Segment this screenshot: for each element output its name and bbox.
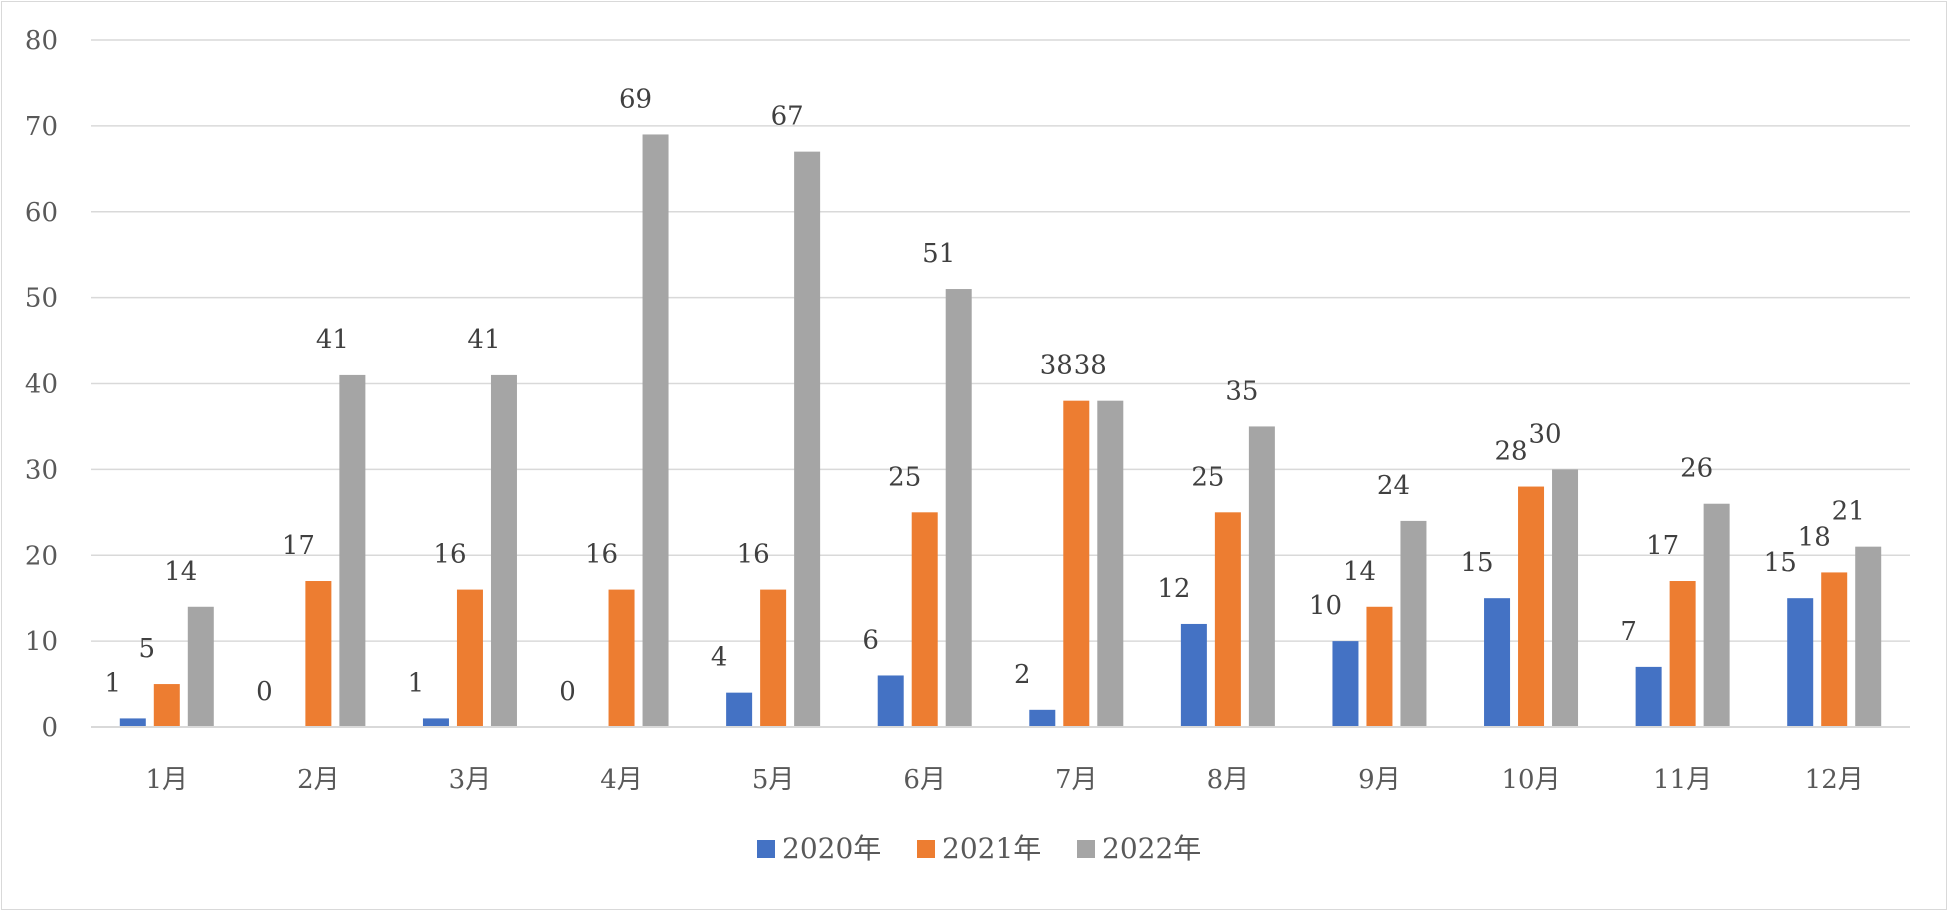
bar-2021年-1月 (153, 684, 180, 727)
bar-2022年-1月 (187, 606, 214, 727)
bar-2022年-11月 (1703, 503, 1730, 727)
y-tick-label: 20 (25, 541, 58, 571)
y-tick-label: 10 (25, 627, 58, 657)
data-label: 14 (1343, 557, 1376, 587)
x-tick-label: 6月 (903, 765, 946, 795)
data-label: 16 (433, 540, 466, 570)
legend-swatch (1077, 840, 1095, 858)
y-tick-label: 30 (25, 455, 58, 485)
x-tick-label: 11月 (1653, 765, 1712, 795)
data-label: 10 (1309, 591, 1342, 621)
x-tick-label: 5月 (752, 765, 795, 795)
y-tick-label: 50 (25, 284, 58, 314)
x-tick-label: 4月 (600, 765, 643, 795)
data-label: 17 (1646, 531, 1679, 561)
data-label: 16 (585, 540, 618, 570)
bar-2022年-10月 (1552, 469, 1579, 727)
y-tick-label: 80 (25, 26, 58, 56)
bar-2022年-2月 (339, 374, 366, 727)
legend-swatch (757, 840, 775, 858)
y-tick-label: 0 (41, 713, 58, 743)
data-label: 26 (1680, 454, 1713, 484)
data-label: 15 (1764, 548, 1797, 578)
bar-2020年-1月 (119, 718, 146, 727)
bar-2022年-5月 (794, 151, 821, 727)
data-label: 0 (559, 677, 576, 707)
y-tick-label: 60 (25, 198, 58, 228)
data-label: 21 (1832, 497, 1865, 527)
bar-2021年-6月 (911, 512, 938, 727)
bar-2022年-4月 (642, 134, 669, 727)
bar-2020年-8月 (1180, 623, 1207, 727)
x-tick-label: 7月 (1055, 765, 1098, 795)
data-label: 4 (711, 643, 728, 673)
bar-2021年-11月 (1669, 581, 1696, 727)
data-label: 17 (282, 531, 315, 561)
data-label: 15 (1460, 548, 1493, 578)
x-tick-label: 10月 (1501, 765, 1560, 795)
data-label: 16 (737, 540, 770, 570)
bar-2020年-5月 (726, 692, 753, 727)
bar-2021年-9月 (1366, 606, 1393, 727)
legend-label: 2021年 (942, 832, 1041, 865)
x-tick-label: 12月 (1805, 765, 1864, 795)
bar-2022年-7月 (1097, 400, 1124, 727)
x-tick-label: 8月 (1207, 765, 1250, 795)
data-label: 18 (1798, 522, 1831, 552)
data-label: 28 (1494, 437, 1527, 467)
legend-label: 2022年 (1102, 832, 1201, 865)
bar-2020年-9月 (1332, 641, 1359, 727)
data-label: 25 (888, 462, 921, 492)
data-label: 1 (105, 668, 122, 698)
data-label: 6 (862, 625, 879, 655)
data-label: 0 (256, 677, 273, 707)
x-tick-label: 1月 (146, 765, 189, 795)
data-label: 51 (922, 239, 955, 269)
y-tick-label: 40 (25, 370, 58, 400)
bar-2022年-12月 (1855, 546, 1882, 727)
x-tick-label: 3月 (449, 765, 492, 795)
data-label: 24 (1377, 471, 1410, 501)
x-tick-label: 2月 (297, 765, 340, 795)
data-label: 41 (467, 325, 500, 355)
bar-2021年-4月 (608, 589, 635, 727)
data-label: 67 (771, 102, 804, 132)
bar-2021年-8月 (1214, 512, 1241, 727)
data-label: 1 (408, 668, 425, 698)
legend-label: 2020年 (782, 832, 881, 865)
bar-2020年-11月 (1635, 666, 1662, 727)
data-label: 12 (1157, 574, 1190, 604)
data-label: 2 (1014, 660, 1031, 690)
bar-2021年-12月 (1821, 572, 1848, 727)
bar-2022年-6月 (945, 289, 972, 727)
bar-2021年-3月 (456, 589, 483, 727)
bar-2022年-3月 (490, 374, 517, 727)
bar-2022年-9月 (1400, 520, 1427, 727)
x-tick-label: 9月 (1358, 765, 1401, 795)
data-label: 41 (316, 325, 349, 355)
data-label: 69 (619, 84, 652, 114)
bar-2020年-10月 (1484, 598, 1511, 727)
bar-2021年-10月 (1518, 486, 1545, 727)
bar-2020年-7月 (1029, 709, 1056, 727)
data-label: 30 (1528, 419, 1561, 449)
data-label: 38 (1074, 351, 1107, 381)
bar-2020年-12月 (1787, 598, 1814, 727)
data-label: 14 (164, 557, 197, 587)
data-label: 38 (1040, 351, 1073, 381)
bar-2021年-7月 (1063, 400, 1090, 727)
data-label: 5 (139, 634, 156, 664)
bar-2021年-2月 (305, 581, 332, 727)
bar-2020年-6月 (877, 675, 904, 727)
data-label: 35 (1225, 376, 1258, 406)
y-tick-label: 70 (25, 112, 58, 142)
bar-2020年-3月 (422, 718, 449, 727)
data-label: 25 (1191, 462, 1224, 492)
bar-2022年-8月 (1248, 426, 1275, 727)
legend-swatch (917, 840, 935, 858)
bar-2021年-5月 (760, 589, 787, 727)
data-label: 7 (1620, 617, 1637, 647)
